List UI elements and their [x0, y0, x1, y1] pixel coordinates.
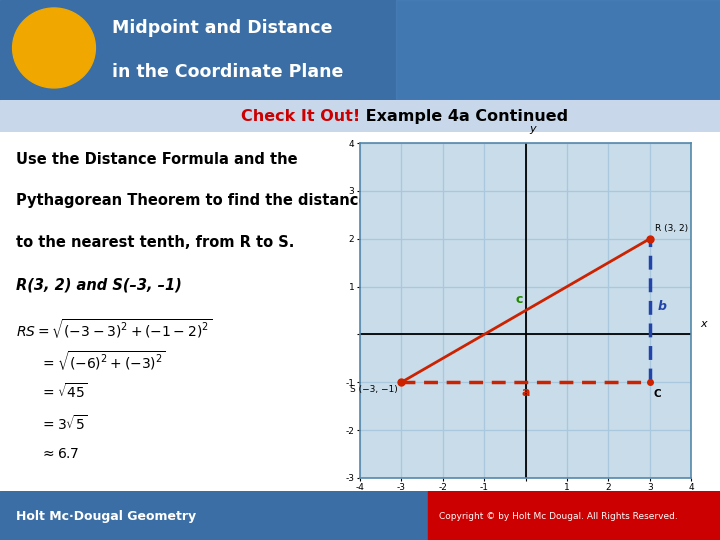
Text: Example 4a Continued: Example 4a Continued — [360, 109, 568, 124]
Text: S (−3, −1): S (−3, −1) — [351, 384, 398, 394]
Text: $= 3\sqrt{5}$: $= 3\sqrt{5}$ — [40, 414, 88, 433]
Text: Copyright © by Holt Mc Dougal. All Rights Reserved.: Copyright © by Holt Mc Dougal. All Right… — [439, 512, 678, 521]
Text: Midpoint and Distance: Midpoint and Distance — [112, 19, 332, 37]
Bar — [396, 0, 720, 100]
Text: c: c — [516, 293, 523, 306]
Text: Holt Mc·Dougal Geometry: Holt Mc·Dougal Geometry — [16, 510, 196, 523]
Text: C: C — [654, 389, 662, 400]
Text: a: a — [521, 386, 530, 399]
Text: Check It Out!: Check It Out! — [240, 109, 360, 124]
Text: $RS = \sqrt{(-3-3)^2 + (-1-2)^2}$: $RS = \sqrt{(-3-3)^2 + (-1-2)^2}$ — [16, 317, 212, 341]
Text: $= \sqrt{(-6)^2 + (-3)^2}$: $= \sqrt{(-6)^2 + (-3)^2}$ — [40, 349, 166, 373]
Text: b: b — [657, 300, 666, 314]
Text: $\approx 6.7$: $\approx 6.7$ — [40, 447, 78, 461]
Bar — [428, 491, 720, 540]
Text: R (3, 2): R (3, 2) — [654, 224, 688, 233]
Text: to the nearest tenth, from R to S.: to the nearest tenth, from R to S. — [16, 235, 294, 249]
Text: in the Coordinate Plane: in the Coordinate Plane — [112, 63, 343, 81]
Text: Pythagorean Theorem to find the distance,: Pythagorean Theorem to find the distance… — [16, 193, 374, 208]
Text: Use the Distance Formula and the: Use the Distance Formula and the — [16, 152, 297, 167]
Text: $= \sqrt{45}$: $= \sqrt{45}$ — [40, 382, 88, 401]
Text: x: x — [701, 319, 707, 329]
Text: y: y — [529, 124, 536, 133]
Ellipse shape — [13, 8, 95, 88]
Text: R(3, 2) and S(–3, –1): R(3, 2) and S(–3, –1) — [16, 278, 181, 293]
